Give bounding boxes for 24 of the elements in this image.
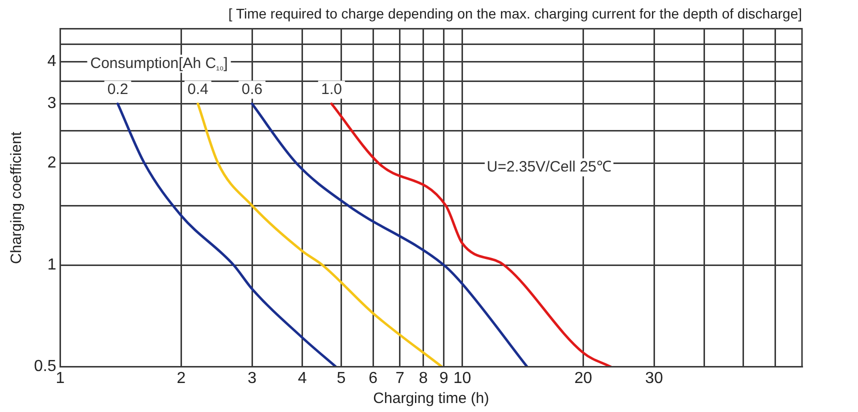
x-tick-label: 9 [439,370,448,387]
series-label: 0.6 [242,80,262,98]
series-label: 0.2 [107,80,128,98]
y-tick-label: 0.5 [34,358,56,376]
y-tick-label: 2 [47,154,56,172]
x-tick-label: 4 [298,370,307,387]
x-tick-label: 5 [336,370,346,387]
x-tick-label: 8 [418,370,428,387]
x-tick-label: 2 [176,370,186,387]
x-tick-label: 7 [396,370,405,387]
chart-title: [ Time required to charge depending on the max. charging current for the depth of discharge] [228,5,802,22]
series-label: 0.4 [187,80,208,98]
y-axis-title: Charging coefficient [8,130,26,264]
x-tick-label: 6 [368,370,378,387]
y-tick-label: 4 [47,52,56,70]
y-tick-label: 3 [47,95,56,112]
annotation: U=2.35V/Cell 25℃ [486,158,612,176]
x-tick-label: 20 [574,370,592,387]
series-label: 1.0 [321,80,342,98]
x-tick-label: 3 [248,370,257,387]
x-axis-title: Charging time (h) [373,390,490,408]
x-tick-label: 10 [453,370,472,387]
y-tick-label: 1 [47,256,56,274]
x-tick-label: 30 [645,370,664,387]
